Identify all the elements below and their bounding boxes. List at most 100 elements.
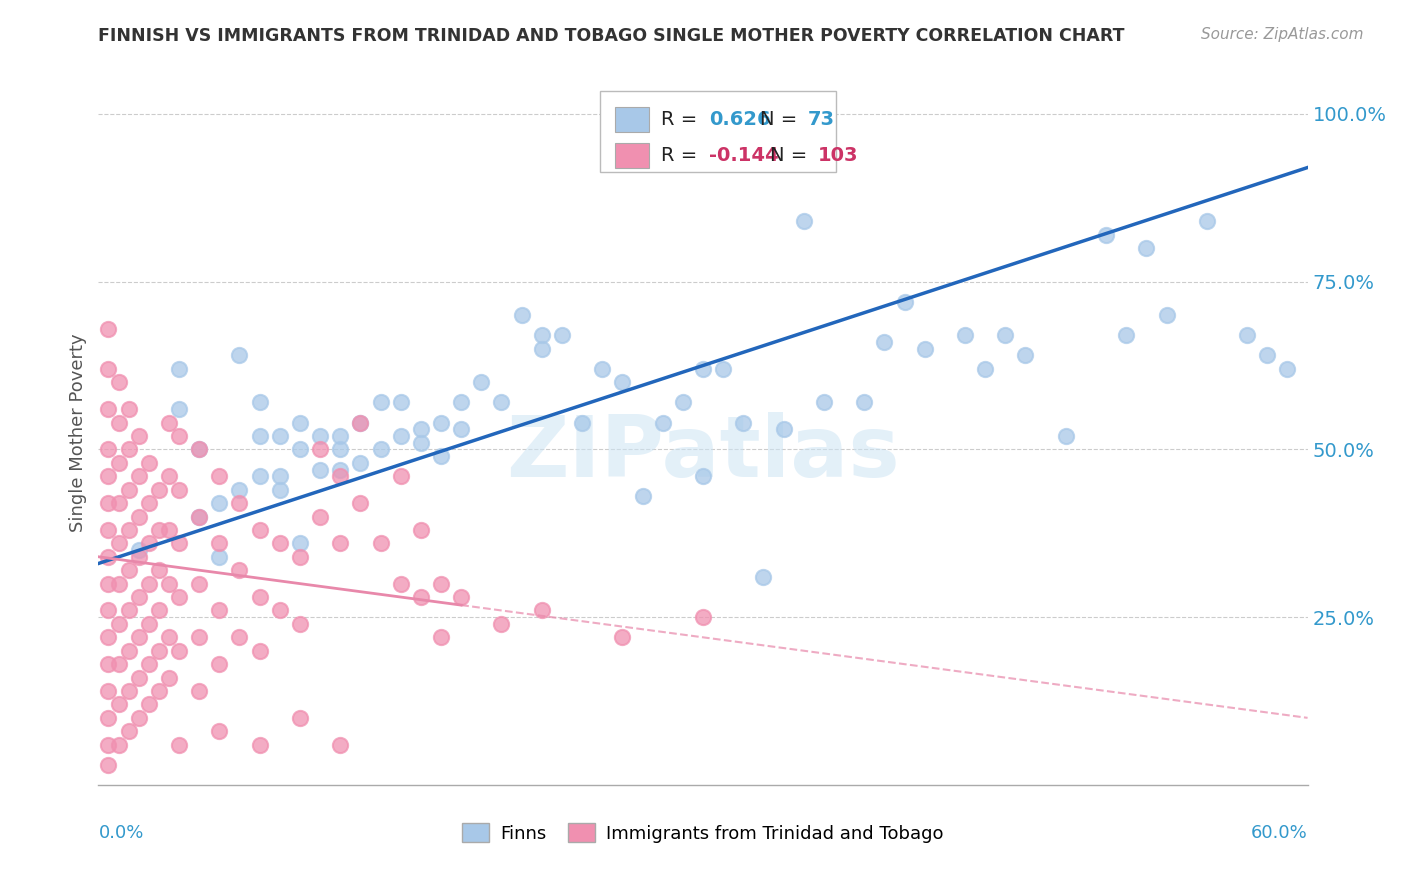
- Point: [409, 435, 432, 450]
- Point: [591, 362, 613, 376]
- Point: [288, 442, 311, 457]
- Point: [288, 711, 311, 725]
- Legend: Finns, Immigrants from Trinidad and Tobago: Finns, Immigrants from Trinidad and Toba…: [456, 816, 950, 850]
- Point: [228, 348, 250, 362]
- Point: [430, 416, 453, 430]
- Point: [409, 590, 432, 604]
- Point: [128, 630, 150, 644]
- Point: [349, 496, 371, 510]
- Point: [651, 416, 673, 430]
- Point: [288, 416, 311, 430]
- Point: [1014, 348, 1036, 362]
- Point: [208, 469, 231, 483]
- Point: [873, 334, 896, 349]
- Text: N =: N =: [759, 110, 803, 128]
- Point: [97, 711, 120, 725]
- Point: [530, 328, 553, 343]
- Point: [974, 362, 997, 376]
- Y-axis label: Single Mother Poverty: Single Mother Poverty: [69, 334, 87, 532]
- Point: [138, 616, 160, 631]
- Point: [138, 496, 160, 510]
- Point: [269, 483, 291, 497]
- Point: [772, 422, 794, 436]
- Point: [167, 402, 190, 417]
- Text: Source: ZipAtlas.com: Source: ZipAtlas.com: [1201, 27, 1364, 42]
- Point: [107, 616, 129, 631]
- Point: [329, 462, 352, 476]
- Point: [249, 469, 271, 483]
- Point: [208, 549, 231, 564]
- Point: [309, 429, 332, 443]
- Point: [148, 523, 170, 537]
- Point: [97, 321, 120, 335]
- Point: [288, 616, 311, 631]
- Point: [409, 422, 432, 436]
- Point: [97, 630, 120, 644]
- Point: [188, 509, 211, 524]
- Bar: [614, 106, 648, 132]
- Point: [612, 376, 634, 390]
- Point: [389, 395, 412, 409]
- Point: [853, 395, 876, 409]
- Point: [1236, 328, 1258, 343]
- Point: [107, 657, 129, 672]
- Text: 73: 73: [808, 110, 835, 128]
- Point: [1054, 429, 1077, 443]
- Point: [249, 523, 271, 537]
- Point: [1115, 328, 1137, 343]
- Point: [389, 576, 412, 591]
- Point: [672, 395, 695, 409]
- Text: R =: R =: [661, 110, 703, 128]
- Point: [118, 442, 141, 457]
- Point: [1156, 308, 1178, 322]
- Point: [188, 442, 211, 457]
- Point: [167, 429, 190, 443]
- Point: [97, 362, 120, 376]
- Point: [1195, 214, 1218, 228]
- Text: 103: 103: [818, 146, 859, 165]
- FancyBboxPatch shape: [600, 91, 837, 172]
- Text: FINNISH VS IMMIGRANTS FROM TRINIDAD AND TOBAGO SINGLE MOTHER POVERTY CORRELATION: FINNISH VS IMMIGRANTS FROM TRINIDAD AND …: [98, 27, 1125, 45]
- Point: [97, 603, 120, 617]
- Point: [128, 549, 150, 564]
- Point: [208, 657, 231, 672]
- Text: N =: N =: [769, 146, 813, 165]
- Point: [107, 416, 129, 430]
- Point: [148, 563, 170, 577]
- Point: [349, 416, 371, 430]
- Point: [269, 429, 291, 443]
- Point: [409, 523, 432, 537]
- Point: [97, 738, 120, 752]
- Point: [157, 416, 180, 430]
- Point: [1256, 348, 1278, 362]
- Point: [249, 644, 271, 658]
- Point: [167, 483, 190, 497]
- Point: [510, 308, 533, 322]
- Point: [551, 328, 574, 343]
- Point: [128, 711, 150, 725]
- Point: [329, 469, 352, 483]
- Point: [138, 536, 160, 550]
- Point: [329, 429, 352, 443]
- Point: [450, 590, 472, 604]
- Point: [167, 738, 190, 752]
- Point: [128, 590, 150, 604]
- Point: [228, 483, 250, 497]
- Point: [491, 395, 513, 409]
- Point: [389, 429, 412, 443]
- Point: [329, 738, 352, 752]
- Point: [208, 496, 231, 510]
- Point: [118, 684, 141, 698]
- Point: [97, 469, 120, 483]
- Point: [97, 684, 120, 698]
- Point: [188, 442, 211, 457]
- Bar: [614, 143, 648, 169]
- Point: [370, 442, 392, 457]
- Point: [450, 395, 472, 409]
- Text: 60.0%: 60.0%: [1251, 824, 1308, 842]
- Point: [97, 576, 120, 591]
- Point: [167, 536, 190, 550]
- Point: [148, 644, 170, 658]
- Point: [148, 483, 170, 497]
- Point: [329, 442, 352, 457]
